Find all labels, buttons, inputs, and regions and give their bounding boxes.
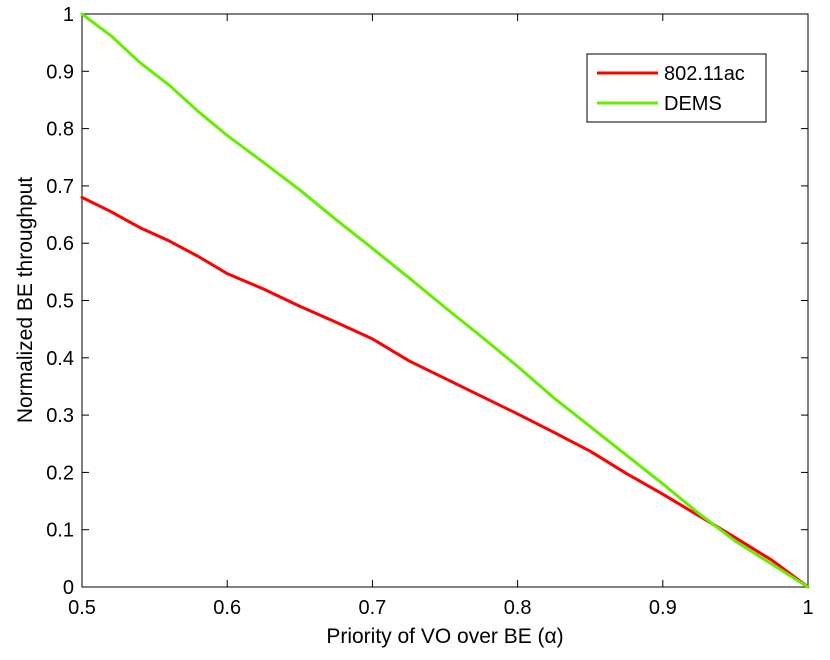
y-tick-label: 0.3 — [46, 405, 74, 427]
y-tick-label: 0.7 — [46, 176, 74, 198]
y-tick-label: 0 — [63, 577, 74, 599]
x-tick-label: 0.5 — [68, 597, 96, 619]
x-tick-label: 1 — [802, 597, 813, 619]
series-lines — [80, 12, 810, 589]
y-tick-label: 1 — [63, 4, 74, 26]
y-tick-label: 0.2 — [46, 462, 74, 484]
legend-label-dems: DEMS — [664, 93, 722, 115]
series-line-dems — [80, 12, 810, 589]
y-tick-label: 0.4 — [46, 348, 74, 370]
x-tick-label: 0.7 — [358, 597, 386, 619]
x-tick-label: 0.9 — [649, 597, 677, 619]
x-tick-label: 0.8 — [504, 597, 532, 619]
y-tick-label: 0.5 — [46, 291, 74, 313]
legend-box — [586, 53, 767, 123]
y-tick-label: 0.1 — [46, 520, 74, 542]
y-tick-label: 0.9 — [46, 61, 74, 83]
y-axis-label: Normalized BE throughput — [14, 177, 37, 423]
y-tick-label: 0.6 — [46, 233, 74, 255]
legend-label-802-11ac: 802.11ac — [664, 63, 745, 85]
x-axis-label: Priority of VO over BE (α) — [326, 625, 563, 648]
y-tick-label: 0.8 — [46, 119, 74, 141]
axis-ticks: 0.5 0.6 0.7 0.8 0.9 1 0 0.1 0.2 0.3 0.4 0.5 0.6 0.7 0.… — [46, 4, 813, 619]
x-tick-label: 0.6 — [213, 597, 241, 619]
series-line-802-11ac — [80, 195, 810, 589]
legend: 802.11ac DEMS — [586, 53, 767, 123]
